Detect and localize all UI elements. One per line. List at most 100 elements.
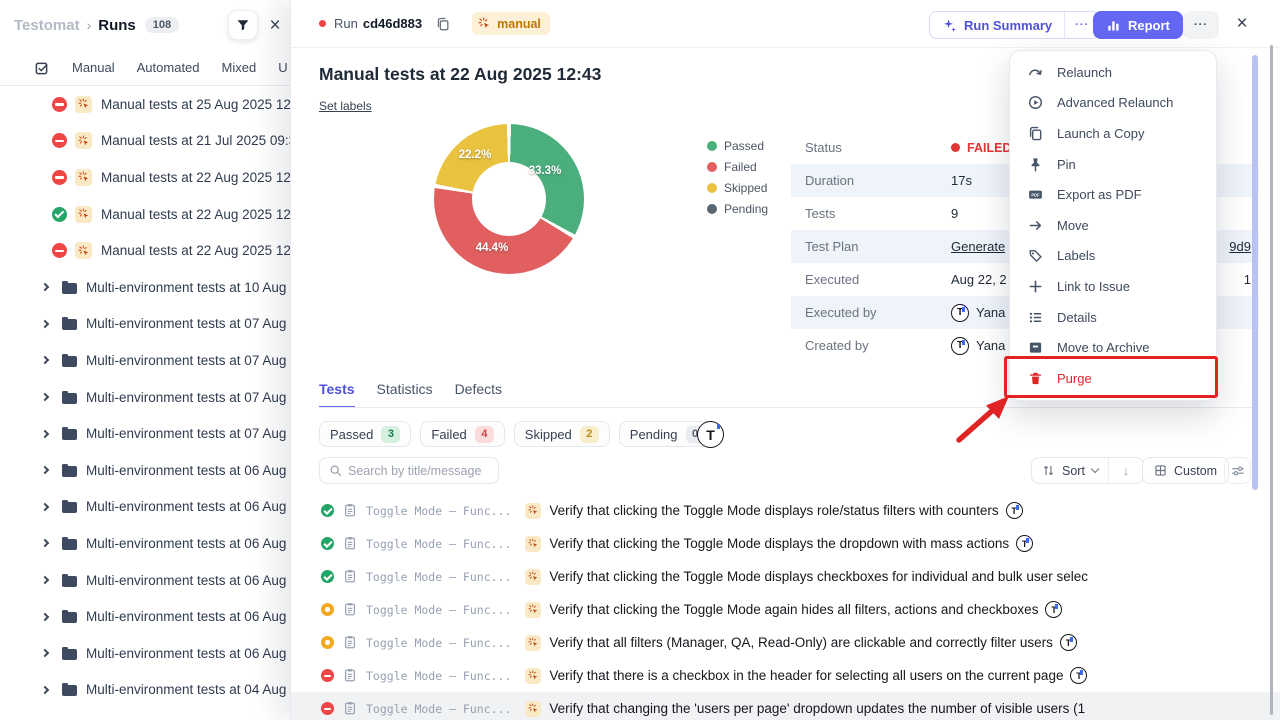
search-input[interactable] xyxy=(348,463,489,478)
detail-tab[interactable]: Statistics xyxy=(376,381,433,397)
test-row[interactable]: Toggle Mode — Func... Verify that clicki… xyxy=(291,560,1280,593)
chevron-right-icon[interactable] xyxy=(40,502,50,512)
testomat-logo-icon[interactable]: T xyxy=(1005,502,1023,519)
runs-list-item[interactable]: Multi-environment tests at 07 Aug xyxy=(0,415,296,452)
view-settings-button[interactable] xyxy=(1224,457,1251,484)
runs-list-item[interactable]: Multi-environment tests at 06 Aug xyxy=(0,635,296,672)
run-item-label[interactable]: Multi-environment tests at 06 Aug xyxy=(86,462,287,478)
check-square-icon[interactable] xyxy=(34,60,50,76)
run-item-label[interactable]: Multi-environment tests at 07 Aug xyxy=(86,352,287,368)
runs-list-item[interactable]: Multi-environment tests at 06 Aug xyxy=(0,562,296,599)
test-title[interactable]: Verify that clicking the Toggle Mode dis… xyxy=(549,569,1088,584)
testomat-logo-filter-button[interactable]: T xyxy=(697,421,724,448)
chevron-right-icon[interactable] xyxy=(40,685,50,695)
run-item-label[interactable]: Multi-environment tests at 06 Aug xyxy=(86,572,287,588)
more-actions-button[interactable] xyxy=(1183,11,1219,39)
run-item-label[interactable]: Manual tests at 22 Aug 2025 12:4 xyxy=(101,243,296,259)
runs-type-tab[interactable]: U xyxy=(278,60,288,75)
runs-list-item[interactable]: Multi-environment tests at 06 Aug xyxy=(0,452,296,489)
menu-item[interactable]: Move to Archive xyxy=(1010,332,1216,363)
menu-item[interactable]: Pin xyxy=(1010,149,1216,180)
chevron-right-icon[interactable] xyxy=(40,539,50,548)
runs-list-item[interactable]: Multi-environment tests at 07 Aug xyxy=(0,379,296,416)
runs-list-item[interactable]: Multi-environment tests at 10 Aug xyxy=(0,269,296,306)
runs-list-item[interactable]: Multi-environment tests at 06 Aug xyxy=(0,598,296,635)
test-title[interactable]: Verify that changing the 'users per page… xyxy=(549,701,1086,716)
window-scrollbar[interactable] xyxy=(1270,45,1273,715)
sort-direction-button[interactable] xyxy=(1109,458,1143,483)
testomat-logo-icon[interactable]: T xyxy=(1070,667,1088,684)
menu-item[interactable]: Purge xyxy=(1010,363,1216,394)
detail-tab[interactable]: Tests xyxy=(319,381,355,408)
menu-item[interactable]: Move xyxy=(1010,210,1216,241)
menu-item[interactable]: Labels xyxy=(1010,241,1216,272)
test-row[interactable]: Toggle Mode — Func... Verify that clicki… xyxy=(291,593,1280,626)
breadcrumb-page[interactable]: Runs xyxy=(98,16,136,34)
test-row[interactable]: Toggle Mode — Func... Verify that clicki… xyxy=(291,527,1280,560)
report-button[interactable]: Report xyxy=(1093,11,1183,39)
menu-item[interactable]: Launch a Copy xyxy=(1010,118,1216,149)
status-filter-chip[interactable]: Skipped 2 xyxy=(513,421,610,447)
runs-list-item[interactable]: Manual tests at 22 Aug 2025 12:4 xyxy=(0,159,296,196)
runs-list-item[interactable]: Manual tests at 22 Aug 2025 12:4 xyxy=(0,232,296,269)
run-item-label[interactable]: Manual tests at 21 Jul 2025 09:39 xyxy=(101,133,296,149)
chevron-right-icon[interactable] xyxy=(40,356,50,365)
runs-type-tab[interactable]: Automated xyxy=(136,60,200,75)
detail-tab[interactable]: Defects xyxy=(454,381,503,397)
panel-close-button[interactable] xyxy=(1231,13,1253,35)
menu-item[interactable]: Export as PDF xyxy=(1010,179,1216,210)
run-summary-button[interactable]: Run Summary xyxy=(930,12,1064,38)
status-filter-chip[interactable]: Passed 3 xyxy=(319,421,412,447)
sort-button[interactable]: Sort xyxy=(1032,458,1108,483)
runs-list-item[interactable]: Multi-environment tests at 07 Aug xyxy=(0,306,296,343)
test-title[interactable]: Verify that clicking the Toggle Mode dis… xyxy=(549,536,1010,551)
menu-item[interactable]: Relaunch xyxy=(1010,57,1216,88)
panel-scrollbar[interactable] xyxy=(1252,55,1258,490)
run-item-label[interactable]: Multi-environment tests at 06 Aug xyxy=(86,535,287,551)
run-item-label[interactable]: Multi-environment tests at 06 Aug xyxy=(86,645,287,661)
breadcrumb-app[interactable]: Testomat xyxy=(14,16,80,34)
custom-columns-button[interactable]: Custom xyxy=(1142,457,1230,484)
run-item-label[interactable]: Multi-environment tests at 07 Aug xyxy=(86,426,287,442)
chevron-right-icon[interactable] xyxy=(40,429,50,438)
chevron-right-icon[interactable] xyxy=(40,575,50,585)
run-item-label[interactable]: Multi-environment tests at 04 Aug xyxy=(86,682,287,698)
runs-type-tab[interactable]: Mixed xyxy=(221,60,257,75)
test-title[interactable]: Verify that there is a checkbox in the h… xyxy=(549,668,1064,683)
manual-label-badge[interactable]: manual xyxy=(472,12,550,35)
runs-type-tab[interactable]: Manual xyxy=(72,60,115,75)
testomat-logo-icon[interactable]: T xyxy=(1045,601,1063,618)
run-item-label[interactable]: Manual tests at 22 Aug 2025 12:4 xyxy=(101,206,296,222)
status-filter-chip[interactable]: Failed 4 xyxy=(420,421,505,447)
menu-item[interactable]: Link to Issue xyxy=(1010,271,1216,302)
test-row[interactable]: Toggle Mode — Func... Verify that changi… xyxy=(291,692,1280,720)
test-title[interactable]: Verify that clicking the Toggle Mode dis… xyxy=(549,503,999,518)
runs-list-item[interactable]: Multi-environment tests at 06 Aug xyxy=(0,489,296,526)
runs-list-item[interactable]: Multi-environment tests at 04 Aug xyxy=(0,672,296,709)
chevron-right-icon[interactable] xyxy=(40,465,50,475)
run-item-label[interactable]: Multi-environment tests at 10 Aug xyxy=(86,279,287,295)
copy-run-id-button[interactable] xyxy=(436,17,450,31)
sidebar-close-button[interactable] xyxy=(264,15,286,37)
run-item-label[interactable]: Multi-environment tests at 06 Aug xyxy=(86,499,287,515)
run-item-label[interactable]: Manual tests at 22 Aug 2025 12:4 xyxy=(101,169,296,185)
test-row[interactable]: Toggle Mode — Func... Verify that there … xyxy=(291,659,1280,692)
chevron-right-icon[interactable] xyxy=(40,319,50,329)
chevron-right-icon[interactable] xyxy=(40,392,50,402)
run-item-label[interactable]: Manual tests at 25 Aug 2025 12:1 xyxy=(101,96,296,112)
set-labels-link[interactable]: Set labels xyxy=(319,99,372,113)
test-row[interactable]: Toggle Mode — Func... Verify that clicki… xyxy=(291,494,1280,527)
menu-item[interactable]: Advanced Relaunch xyxy=(1010,88,1216,119)
filter-button[interactable] xyxy=(228,10,258,40)
chevron-right-icon[interactable] xyxy=(40,612,50,621)
runs-list-item[interactable]: Manual tests at 25 Aug 2025 12:1 xyxy=(0,86,296,123)
testomat-logo-icon[interactable]: T xyxy=(1016,535,1034,552)
chevron-right-icon[interactable] xyxy=(40,283,50,292)
run-item-label[interactable]: Multi-environment tests at 06 Aug xyxy=(86,609,287,625)
runs-list-item[interactable]: Multi-environment tests at 06 Aug xyxy=(0,525,296,562)
runs-list-item[interactable]: Multi-environment tests at 07 Aug xyxy=(0,342,296,379)
run-item-label[interactable]: Multi-environment tests at 07 Aug xyxy=(86,316,287,332)
chevron-right-icon[interactable] xyxy=(40,648,50,658)
test-row[interactable]: Toggle Mode — Func... Verify that all fi… xyxy=(291,626,1280,659)
menu-item[interactable]: Details xyxy=(1010,302,1216,333)
